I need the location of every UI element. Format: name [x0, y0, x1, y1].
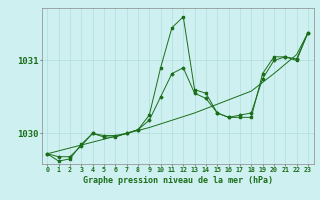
X-axis label: Graphe pression niveau de la mer (hPa): Graphe pression niveau de la mer (hPa) — [83, 176, 273, 185]
